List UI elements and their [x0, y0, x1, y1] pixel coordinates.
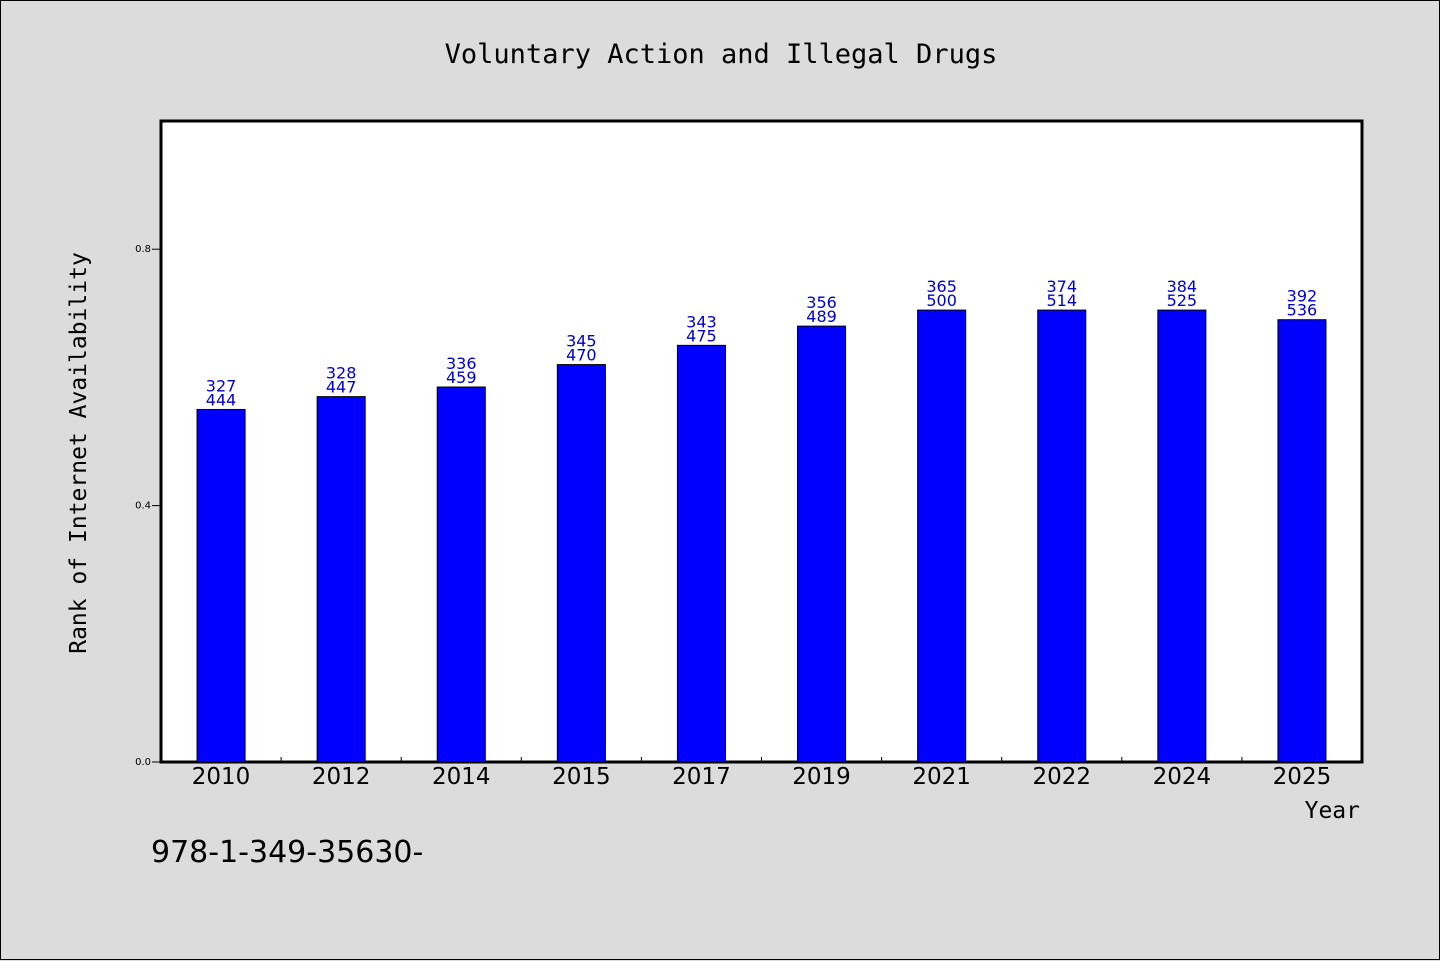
x-tick-label: 2017: [672, 764, 731, 790]
bar-label-top: 328: [326, 364, 357, 383]
bar-label-top: 343: [686, 312, 717, 331]
x-tick-label: 2010: [192, 764, 251, 790]
bar: [676, 344, 726, 763]
bar-label-top: 327: [206, 376, 237, 395]
x-axis-label: Year: [1305, 798, 1360, 824]
bar: [1037, 309, 1087, 763]
bar-label-top: 384: [1167, 277, 1198, 296]
x-tick-label: 2019: [792, 764, 851, 790]
bar-label-bottom: 444: [206, 390, 237, 409]
x-tick-label: 2025: [1273, 764, 1332, 790]
bar-label-top: 336: [446, 354, 477, 373]
bar: [1277, 319, 1327, 763]
bar-label-bottom: 470: [566, 346, 597, 365]
bar: [797, 325, 847, 763]
x-tick-label: 2014: [432, 764, 491, 790]
bar: [1157, 309, 1207, 763]
bar: [556, 364, 606, 763]
bar-label-bottom: 525: [1167, 291, 1198, 310]
bar-label-bottom: 489: [806, 307, 837, 326]
bar-label-top: 392: [1287, 287, 1318, 306]
bar: [196, 408, 246, 763]
bar-label-top: 374: [1046, 277, 1077, 296]
y-tick-label: 0.0: [135, 757, 151, 768]
ticks-layer: 2010 2012 2014 2015 2017 2019 2021 2022 2024 2025…: [135, 244, 1331, 790]
bars-layer: 3274443284473364593454703434753564893655…: [196, 277, 1327, 763]
x-tick-label: 2012: [312, 764, 371, 790]
bar-label-top: 356: [806, 293, 837, 312]
x-tick-label: 2021: [912, 764, 971, 790]
bar-label-top: 365: [926, 277, 957, 296]
bar-label-bottom: 475: [686, 326, 717, 345]
bar: [316, 396, 366, 763]
y-tick-label: 0.8: [135, 244, 151, 255]
bar: [436, 386, 486, 763]
bar-label-bottom: 447: [326, 378, 357, 397]
bar-label-bottom: 500: [926, 291, 957, 310]
x-tick-label: 2015: [552, 764, 611, 790]
chart-title: Voluntary Action and Illegal Drugs: [445, 39, 998, 70]
y-tick-label: 0.4: [135, 501, 151, 512]
bar-label-bottom: 459: [446, 368, 477, 387]
x-tick-label: 2022: [1032, 764, 1091, 790]
isbn-text: 978-1-349-35630-: [151, 835, 424, 870]
y-axis-label: Rank of Internet Availability: [66, 252, 92, 654]
bar-label-top: 345: [566, 332, 597, 351]
bar-label-bottom: 536: [1287, 301, 1318, 320]
x-tick-label: 2024: [1153, 764, 1212, 790]
bar-label-bottom: 514: [1046, 291, 1077, 310]
bar: [917, 309, 967, 763]
